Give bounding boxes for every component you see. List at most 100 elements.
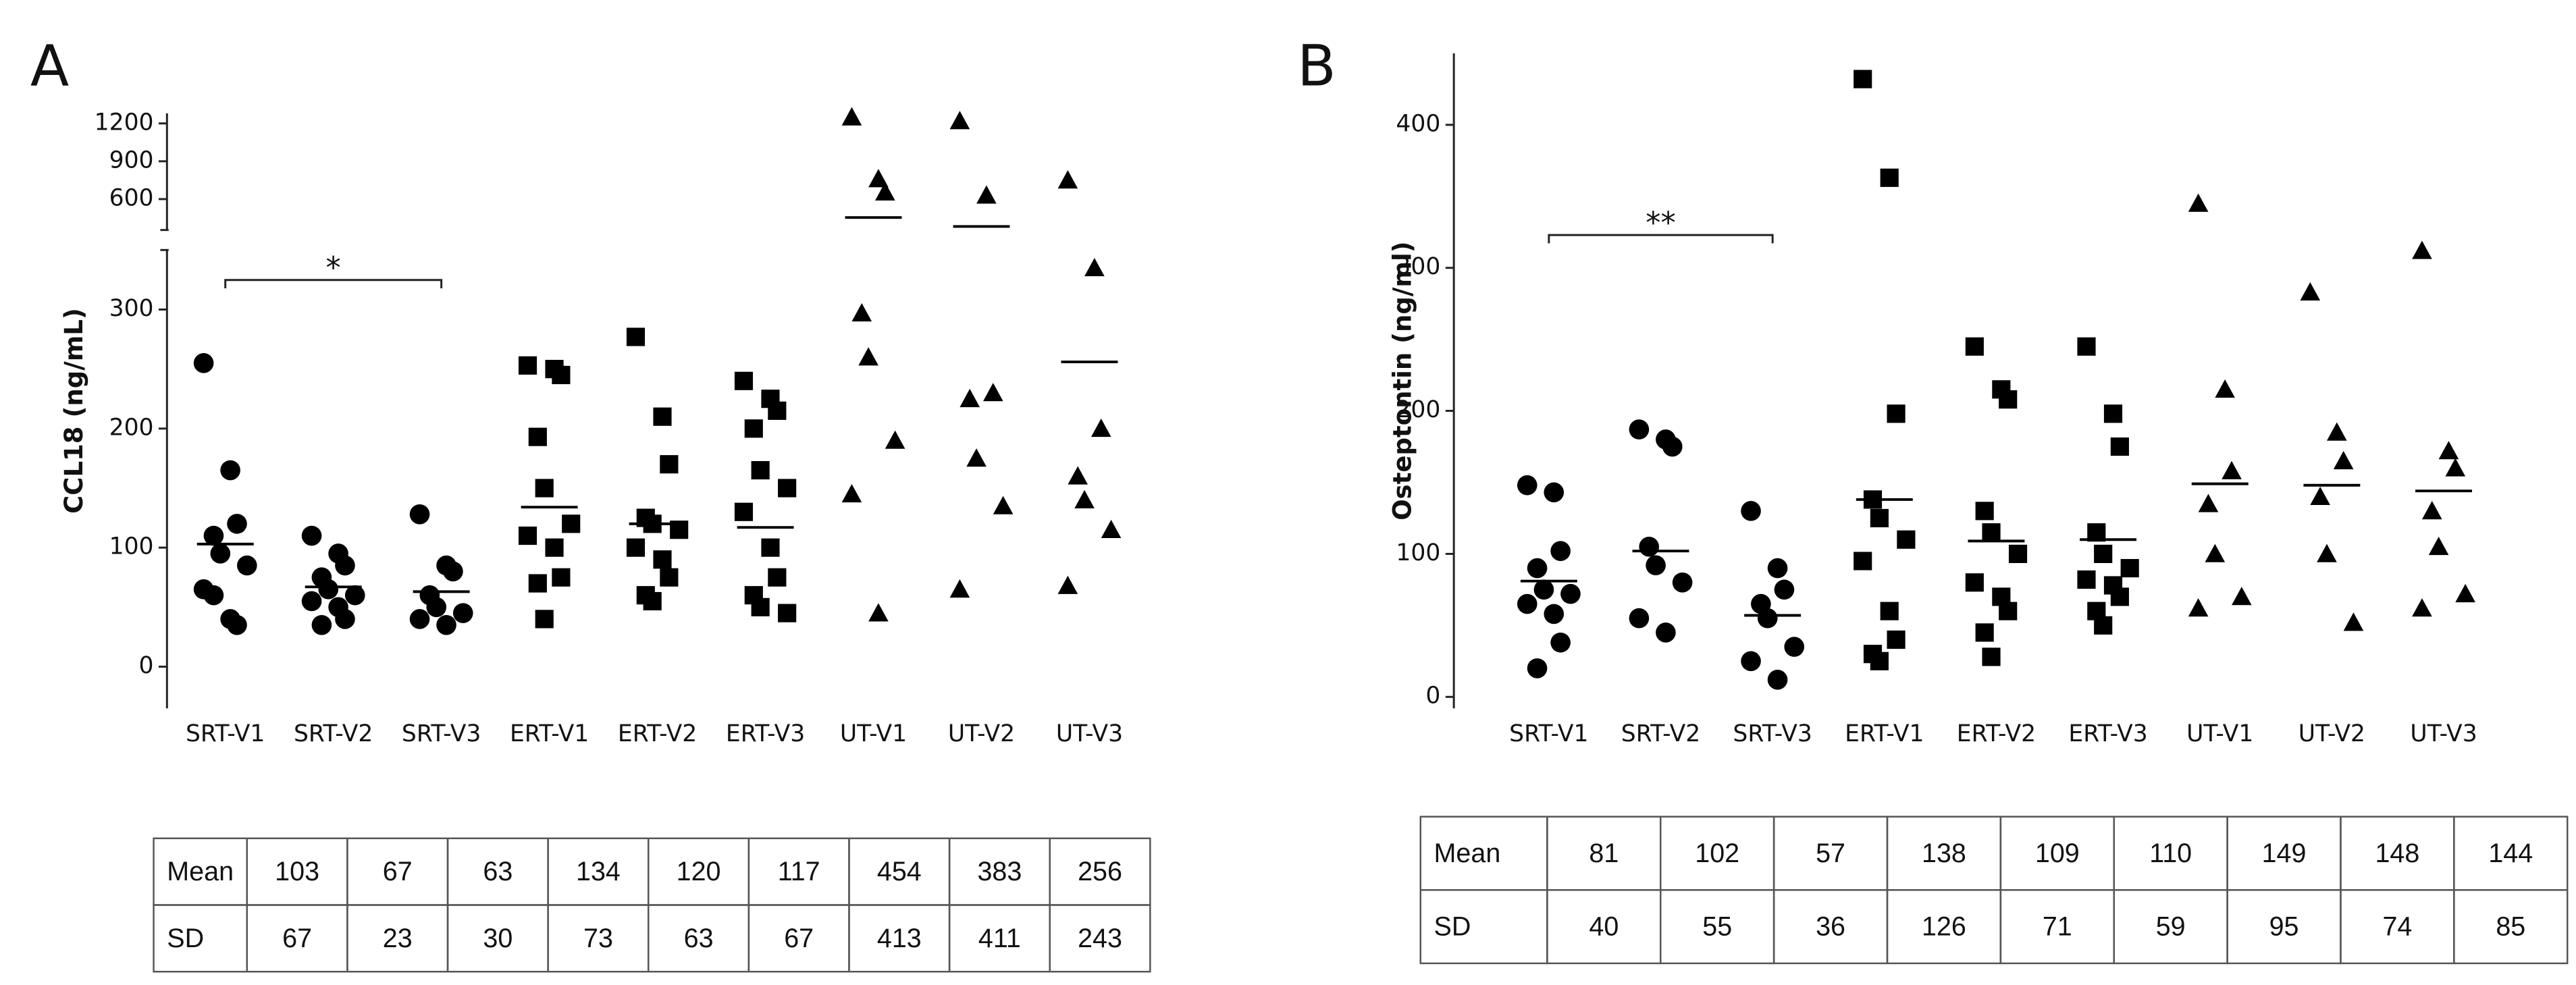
data-point: [535, 479, 554, 498]
x-tick-label: SRT-V3: [1733, 720, 1812, 747]
data-point: [1672, 572, 1693, 593]
significance-label: *: [326, 251, 341, 286]
x-tick-label: UT-V1: [840, 720, 907, 747]
data-point: [851, 302, 872, 322]
data-point: [1975, 623, 1994, 642]
data-point: [227, 614, 247, 635]
data-point: [1767, 670, 1788, 690]
data-point: [1544, 604, 1565, 624]
table-text: 57: [1816, 838, 1845, 868]
data-point: [751, 460, 770, 480]
data-point: [1757, 608, 1778, 629]
x-tick-label: SRT-V1: [1509, 720, 1588, 747]
data-point: [1880, 602, 1899, 620]
table-text: 144: [2488, 838, 2533, 868]
y-tick-label: 900: [109, 147, 154, 174]
data-point: [1870, 508, 1889, 528]
table-text: 126: [1922, 912, 1966, 942]
x-tick-label: ERT-V2: [1957, 720, 2036, 747]
data-point: [335, 609, 355, 629]
y-tick-label: 200: [109, 414, 154, 441]
data-point: [1870, 651, 1889, 670]
data-point: [2232, 587, 2252, 606]
data-point: [1741, 651, 1761, 672]
data-point: [2008, 544, 2028, 563]
table-text: 67: [383, 857, 413, 886]
data-point: [1982, 523, 2001, 542]
data-point: [1662, 436, 1683, 457]
data-point: [966, 448, 987, 467]
significance-bracket: [224, 279, 443, 289]
data-point: [2333, 450, 2354, 470]
data-point: [761, 538, 780, 557]
data-point: [2198, 494, 2219, 512]
data-point: [2326, 422, 2347, 441]
data-point: [318, 579, 339, 600]
data-point: [949, 579, 970, 598]
table-text: 67: [784, 924, 814, 953]
data-point: [344, 585, 365, 606]
data-point: [227, 514, 247, 534]
data-point: [1544, 482, 1565, 503]
data-point: [885, 430, 905, 449]
table-text: 256: [1078, 857, 1122, 886]
panel-letter: B: [1297, 33, 1336, 99]
data-point: [436, 614, 456, 635]
y-tick-label: 200: [1396, 396, 1440, 423]
data-point: [2077, 337, 2096, 356]
data-point: [868, 169, 889, 188]
table-text: 134: [576, 857, 621, 886]
data-point: [1068, 466, 1088, 485]
data-point: [626, 327, 646, 346]
data-point: [841, 483, 862, 503]
y-tick-label: 0: [139, 652, 154, 679]
table-text: 95: [2269, 912, 2299, 942]
data-point: [1629, 608, 1650, 629]
data-point: [1527, 658, 1548, 678]
data-point: [2343, 612, 2364, 631]
data-point: [409, 609, 430, 629]
data-point: [518, 526, 537, 545]
data-point: [768, 568, 787, 587]
data-point: [2094, 544, 2113, 563]
data-point: [1527, 558, 1548, 579]
x-tick-label: UT-V1: [2186, 720, 2253, 747]
data-point: [1533, 579, 1554, 600]
data-point: [2077, 570, 2096, 589]
table-text: 63: [684, 924, 714, 953]
data-point: [545, 538, 564, 557]
table-text: Mean: [167, 857, 234, 886]
table-text: 55: [1702, 912, 1732, 942]
data-point: [2455, 583, 2475, 603]
table-text: 454: [877, 857, 922, 886]
panel-letter: A: [30, 33, 69, 99]
data-point: [2412, 598, 2432, 617]
data-point: [203, 585, 224, 606]
data-point: [1975, 502, 1994, 521]
data-point: [311, 614, 332, 635]
data-point: [426, 597, 447, 618]
data-point: [778, 479, 797, 498]
table-text: 102: [1695, 838, 1739, 868]
data-point: [301, 525, 322, 546]
data-point: [518, 356, 537, 375]
data-point: [1854, 552, 1872, 570]
data-point: [1784, 637, 1805, 657]
table-text: 148: [2375, 838, 2419, 868]
data-point: [1999, 390, 2018, 409]
y-tick-label: 400: [1396, 110, 1440, 137]
data-point: [1982, 647, 2001, 666]
data-point: [1854, 70, 1872, 88]
table-text: 74: [2382, 912, 2412, 942]
data-point: [1965, 573, 1984, 592]
data-point: [2205, 543, 2226, 562]
data-point: [1639, 537, 1660, 557]
data-point: [976, 185, 997, 204]
y-tick-label: 0: [1425, 683, 1440, 710]
data-point: [528, 427, 547, 446]
data-point: [2445, 458, 2466, 477]
table-text: SD: [167, 924, 204, 953]
data-point: [220, 460, 240, 481]
x-tick-label: ERT-V2: [618, 720, 697, 747]
data-point: [982, 383, 1003, 402]
